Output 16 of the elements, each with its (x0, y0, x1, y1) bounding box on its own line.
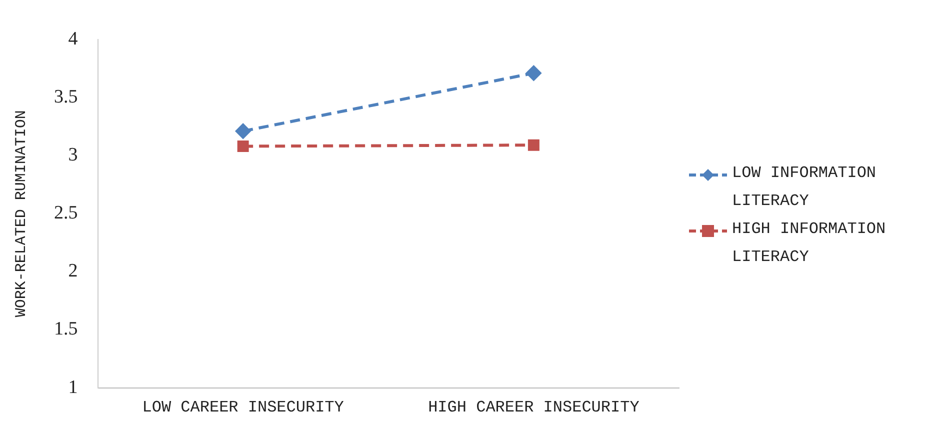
point (236, 124, 251, 139)
y-tick-label: 4 (68, 28, 78, 50)
y-tick-label: 3.5 (54, 86, 78, 108)
y-axis-title: WORK-RELATED RUMINATION (12, 110, 30, 318)
point (528, 139, 540, 151)
y-tick-label: 2.5 (54, 202, 78, 224)
point (237, 140, 249, 152)
y-tick-label: 2 (68, 260, 78, 282)
y-tick-label: 1 (68, 376, 78, 398)
x-tick-label: LOW CAREER INSECURITY (142, 398, 344, 417)
y-tick-label: 3 (68, 144, 78, 166)
legend-label: HIGH INFORMATION LITERACY (732, 218, 887, 268)
x-tick-label: HIGH CAREER INSECURITY (428, 398, 640, 417)
y-tick-label: 1.5 (54, 318, 78, 340)
legend-label: LOW INFORMATION LITERACY (732, 162, 878, 212)
point (526, 66, 542, 81)
